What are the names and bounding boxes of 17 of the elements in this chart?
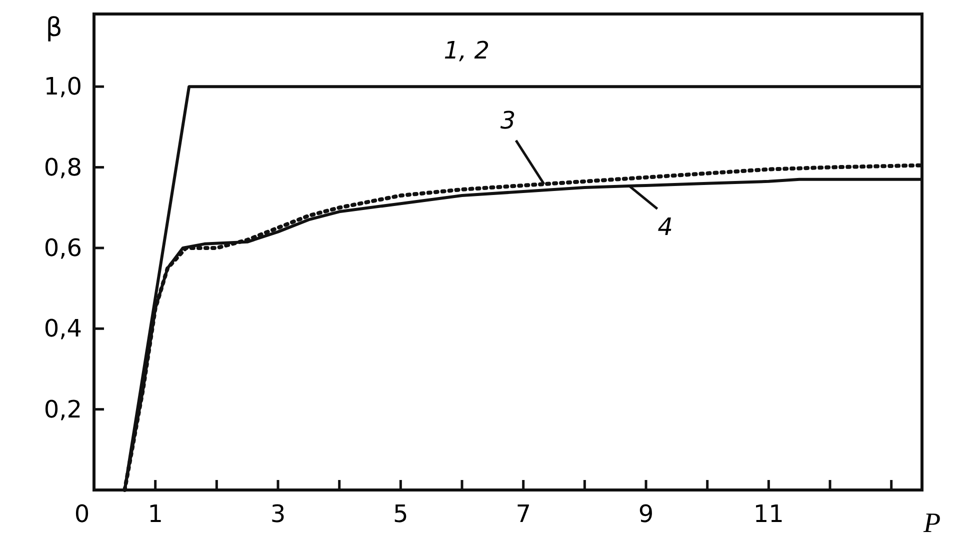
x-axis-title: P	[922, 508, 941, 539]
y-tick-label: 1,0	[44, 72, 82, 101]
y-tick-label: 0,8	[44, 153, 82, 182]
x-tick-label: 0	[74, 500, 90, 528]
y-tick-label: 0,4	[44, 314, 82, 343]
y-tick-label: 0,6	[44, 234, 82, 262]
x-tick-label: 3	[270, 500, 286, 528]
y-tick-label: 0,2	[44, 395, 82, 424]
x-tick-label: 5	[393, 500, 408, 528]
y-axis-title: β	[46, 13, 62, 43]
legend-label: 4	[658, 212, 673, 241]
x-tick-label: 1	[148, 500, 163, 528]
x-tick-label: 7	[516, 500, 531, 528]
text: 3	[500, 106, 516, 134]
series-label: 1, 2	[444, 36, 490, 65]
x-tick-label: 11	[753, 500, 784, 528]
x-tick-label: 9	[638, 500, 654, 528]
